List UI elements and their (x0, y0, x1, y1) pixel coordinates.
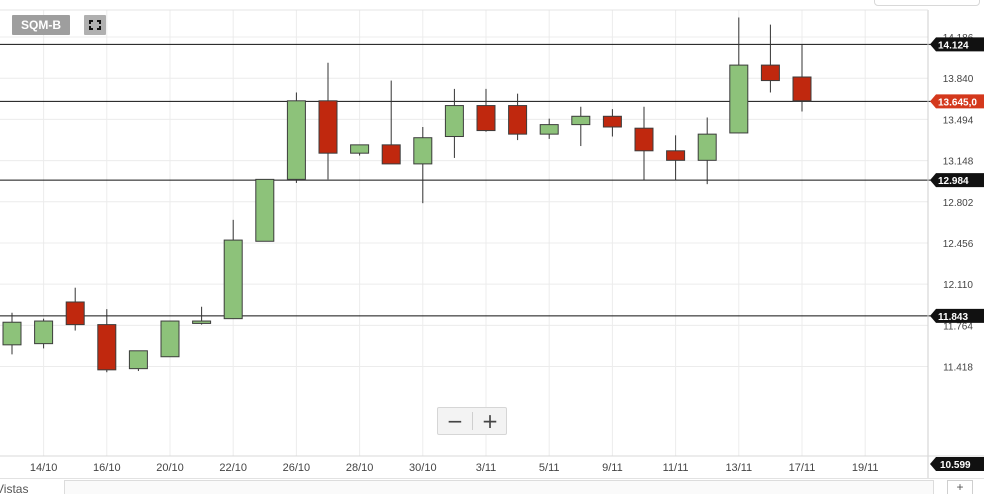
y-tick-label: 13.494 (943, 115, 974, 126)
candle-down (634, 127, 654, 152)
candles (2, 17, 812, 373)
candle-up (539, 124, 559, 135)
candle-up (223, 239, 243, 320)
candle-up (286, 100, 306, 180)
x-tick-label: 17/11 (789, 462, 816, 474)
ticker-button[interactable]: SQM-B (12, 15, 70, 35)
candle-up (128, 350, 148, 370)
x-tick-label: 19/11 (852, 462, 879, 474)
candle-down (508, 105, 528, 135)
y-tick-label: 12.110 (943, 280, 973, 291)
price-label-text: 11.843 (938, 312, 968, 323)
candle-up (34, 320, 54, 345)
price-label-tag (930, 37, 984, 52)
navigator-panel[interactable] (64, 480, 934, 494)
price-lines (0, 43, 935, 317)
price-label-tag (930, 94, 984, 109)
y-tick-label: 12.802 (943, 198, 974, 209)
add-panel-button[interactable]: + (947, 480, 973, 494)
x-tick-label: 5/11 (539, 462, 560, 474)
price-label-tag (930, 308, 984, 323)
candle-down (760, 64, 780, 82)
candle-up (2, 321, 22, 346)
bottom-bar: Vistas + (0, 478, 984, 496)
price-labels: 14.124 13.645,0 12.984 11.843 10.599 (930, 37, 984, 471)
candle-up (729, 64, 749, 134)
fullscreen-icon (89, 20, 101, 30)
zoom-out-button[interactable]: − (446, 409, 464, 433)
y-tick-label: 11.418 (943, 363, 973, 374)
candle-up (255, 178, 275, 242)
x-tick-label: 9/11 (602, 462, 623, 474)
x-tick-label: 20/10 (156, 462, 184, 474)
x-tick-label: 16/10 (93, 462, 121, 474)
candle-up (444, 105, 464, 138)
candle-down (792, 76, 812, 102)
x-tick-label: 13/11 (725, 462, 752, 474)
y-tick-label: 13.840 (943, 74, 974, 85)
zoom-separator (472, 412, 473, 430)
top-right-tab[interactable] (874, 0, 980, 6)
candle-down (602, 115, 622, 128)
candle-up (413, 137, 433, 165)
views-tab[interactable]: Vistas (0, 482, 29, 496)
y-tick-label: 13.148 (943, 157, 974, 168)
price-label-text: 14.124 (938, 40, 969, 51)
candle-up (160, 320, 180, 358)
bottom-price-tag (930, 457, 984, 471)
y-tick-label: 11.764 (943, 321, 973, 332)
x-tick-label: 28/10 (346, 462, 374, 474)
price-label-text: 12.984 (938, 176, 969, 187)
chart-grid (0, 10, 928, 456)
candlestick-chart[interactable]: 14.18613.84013.49413.14812.80212.45612.1… (0, 0, 984, 478)
price-label-tag (930, 173, 984, 188)
y-tick-label: 12.456 (943, 239, 974, 250)
x-tick-label: 14/10 (30, 462, 58, 474)
axes: 14.18613.84013.49413.14812.80212.45612.1… (0, 9, 984, 478)
x-tick-label: 11/11 (663, 462, 689, 474)
zoom-controls: − + (437, 407, 507, 435)
candle-up (697, 133, 717, 161)
x-tick-label: 3/11 (476, 462, 497, 474)
candle-up (350, 144, 370, 154)
candle-down (381, 144, 401, 165)
candle-down (97, 324, 117, 371)
candle-down (318, 100, 338, 154)
bottom-price-text: 10.599 (940, 460, 971, 471)
candle-down (65, 301, 85, 326)
x-tick-label: 22/10 (219, 462, 247, 474)
fullscreen-button[interactable] (84, 15, 106, 35)
x-tick-label: 30/10 (409, 462, 437, 474)
candle-down (476, 105, 496, 132)
price-label-text: 13.645,0 (938, 97, 977, 108)
candle-down (666, 150, 686, 161)
zoom-in-button[interactable]: + (481, 409, 499, 433)
x-tick-label: 26/10 (283, 462, 311, 474)
candle-up (192, 320, 212, 324)
candle-up (571, 115, 591, 126)
